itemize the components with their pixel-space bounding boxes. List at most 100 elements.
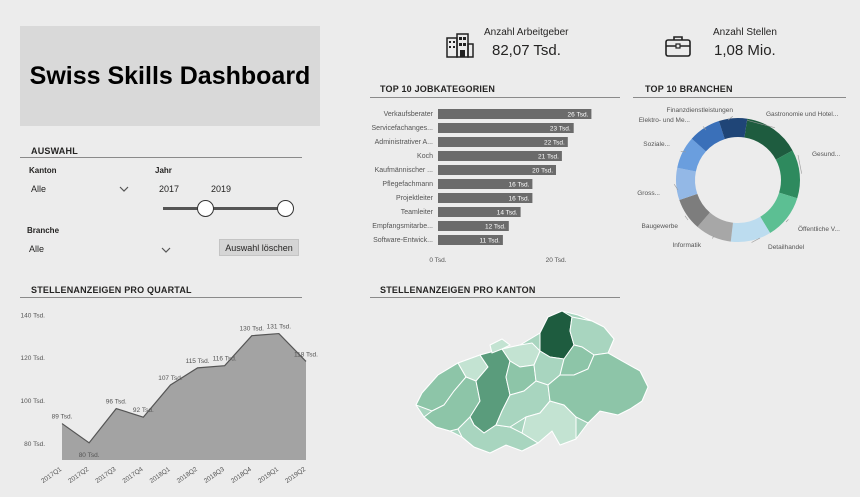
x-tick-label: 2017Q3: [94, 466, 117, 485]
donut-leader-line: [680, 151, 687, 153]
donut-slice: [744, 118, 793, 160]
bar-value-label: 11 Tsd.: [480, 238, 501, 245]
branche-label: Branche: [27, 226, 60, 235]
donut-slice-label: Gastronomie und Hotel...: [766, 111, 838, 118]
x-tick-label: 2019Q1: [257, 466, 280, 485]
jobcategories-title: TOP 10 JOBKATEGORIEN: [380, 84, 496, 94]
quarter-chart-title: STELLENANZEIGEN PRO QUARTAL: [31, 285, 192, 295]
clear-selection-button[interactable]: Auswahl löschen: [219, 239, 299, 256]
donut-leader-line: [797, 154, 802, 174]
donut-leader-line: [785, 219, 789, 223]
jobcategories-bar-chart: Verkaufsberater 26 Tsd. Servicefachanges..…: [372, 109, 592, 264]
area-value-label: 118 Tsd.: [294, 351, 318, 358]
donut-slice: [676, 167, 698, 201]
donut-slice-label: Gesund...: [812, 151, 840, 158]
donut-slice: [775, 150, 800, 199]
branche-dropdown[interactable]: Alle: [27, 240, 174, 256]
bar-value-label: 26 Tsd.: [568, 112, 589, 119]
bar: [438, 123, 574, 133]
x-tick-label: 20 Tsd.: [546, 257, 567, 264]
bar-category-label: Kaufmännischer ...: [375, 167, 433, 174]
donut-leader-line: [745, 119, 775, 128]
area-fill: [62, 333, 306, 460]
bar: [438, 235, 503, 245]
donut-slice: [677, 138, 706, 172]
bar-category-label: Empfangsmitarbe...: [372, 223, 433, 230]
kanton-dropdown[interactable]: Alle: [29, 180, 132, 196]
jobs-label: Anzahl Stellen: [713, 27, 777, 38]
bar-value-label: 23 Tsd.: [550, 126, 571, 133]
bar-category-label: Verkaufsberater: [384, 111, 434, 118]
bar-category-label: Teamleiter: [401, 209, 434, 216]
branche-dropdown-value: Alle: [29, 244, 45, 254]
jobcategories-divider: [370, 97, 620, 98]
x-tick-label: 2017Q4: [122, 466, 145, 485]
donut-slice-label: Detailhandel: [768, 244, 805, 251]
bar-value-label: 14 Tsd.: [497, 210, 518, 217]
bar: [438, 137, 568, 147]
year-slider-handle-to[interactable]: [277, 200, 294, 217]
branches-title: TOP 10 BRANCHEN: [645, 84, 733, 94]
employers-label: Anzahl Arbeitgeber: [484, 27, 569, 38]
building-icon: [445, 32, 475, 58]
area-value-label: 96 Tsd.: [106, 399, 127, 406]
chevron-down-icon: [161, 242, 171, 260]
bar-category-label: Koch: [417, 153, 433, 160]
area-line: [61, 332, 307, 444]
donut-slice: [697, 212, 733, 242]
donut-slice: [679, 193, 710, 227]
x-tick-label: 0 Tsd.: [429, 257, 446, 264]
canton-shape: [489, 338, 511, 354]
bar-category-label: Software-Entwick...: [373, 237, 433, 244]
jahr-to-value: 2019: [211, 184, 232, 194]
bar-value-label: 16 Tsd.: [509, 196, 530, 203]
year-slider-track[interactable]: [163, 207, 293, 210]
kanton-label: Kanton: [29, 166, 57, 175]
area-value-label: 130 Tsd.: [240, 326, 265, 333]
donut-slice: [730, 216, 771, 242]
area-value-label: 80 Tsd.: [79, 452, 100, 459]
x-tick-label: 2018Q4: [230, 466, 253, 485]
canton-map-divider: [370, 297, 620, 298]
dashboard-title: Swiss Skills Dashboard: [29, 61, 311, 90]
area-value-label: 115 Tsd.: [186, 358, 210, 365]
donut-leader-line: [673, 183, 679, 191]
briefcase-icon: [664, 34, 692, 58]
donut-slice-label: Finanzdienstleistungen: [667, 107, 734, 114]
branches-donut-chart: Gastronomie und Hotel... Gesund... Öffentl…: [637, 107, 840, 251]
bar: [438, 109, 592, 119]
y-tick-label: 80 Tsd.: [24, 441, 45, 448]
donut-slice-label: Baugewerbe: [642, 223, 679, 230]
donut-leader-line: [751, 237, 761, 243]
donut-leader-line: [702, 126, 707, 131]
donut-slice-label: Elektro- und Me...: [639, 117, 690, 124]
year-slider-handle-from[interactable]: [197, 200, 214, 217]
x-tick-label: 2018Q3: [203, 466, 226, 485]
quarter-chart-divider: [20, 297, 302, 298]
chevron-down-icon: [119, 181, 129, 199]
area-value-label: 92 Tsd.: [133, 407, 154, 414]
x-tick-label: 2017Q1: [40, 466, 63, 485]
bar: [438, 207, 521, 217]
filter-section-title: AUSWAHL: [31, 146, 78, 156]
donut-slice-label: Informatik: [672, 242, 701, 249]
donut-leader-line: [711, 235, 715, 239]
bar: [438, 165, 556, 175]
y-tick-label: 100 Tsd.: [21, 398, 46, 405]
y-tick-label: 140 Tsd.: [21, 312, 46, 319]
donut-leader-line: [684, 215, 689, 221]
x-tick-label: 2019Q2: [284, 466, 307, 485]
bar-category-label: Projektleiter: [396, 195, 434, 202]
area-value-label: 107 Tsd.: [158, 375, 183, 382]
area-value-label: 89 Tsd.: [52, 414, 73, 421]
x-tick-label: 2018Q1: [149, 466, 172, 485]
bar: [438, 151, 562, 161]
donut-slice-label: Öffentliche V...: [798, 225, 840, 233]
bar-value-label: 16 Tsd.: [509, 182, 530, 189]
switzerland-canton-map: [415, 310, 649, 454]
x-tick-label: 2017Q2: [67, 466, 90, 485]
employers-value: 82,07 Tsd.: [492, 42, 561, 59]
bar: [438, 193, 533, 203]
canton-shape: [547, 352, 649, 424]
jahr-from-value: 2017: [159, 184, 180, 194]
